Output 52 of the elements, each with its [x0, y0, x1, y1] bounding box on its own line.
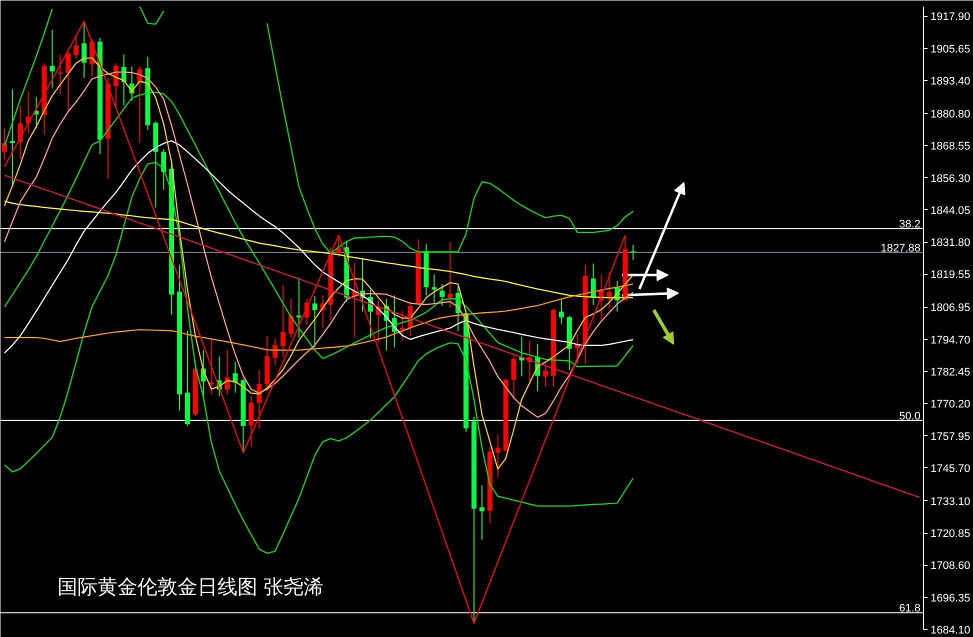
y-tick-label: 1905.65	[930, 43, 970, 56]
y-tick-label: 1720.85	[930, 528, 970, 540]
y-tick-label: 1831.80	[930, 237, 970, 250]
y-tick-label: 1708.60	[930, 560, 970, 572]
y-tick-label: 1745.70	[930, 462, 970, 475]
y-tick-label: 1782.45	[930, 366, 970, 379]
y-tick-label: 1819.55	[930, 269, 970, 282]
y-tick-label: 1893.40	[930, 75, 970, 88]
y-tick-label: 1806.95	[930, 302, 970, 314]
candlestick	[630, 244, 636, 260]
candlestick	[495, 434, 500, 478]
candlestick	[280, 284, 286, 358]
candlestick	[543, 363, 548, 387]
candlestick	[66, 50, 71, 111]
candlestick	[296, 276, 302, 338]
candlestick	[400, 310, 405, 342]
y-tick-label: 1684.10	[930, 624, 970, 636]
y-tick-label: 1856.30	[930, 172, 970, 185]
candlestick	[248, 396, 254, 447]
candlestick	[440, 284, 445, 306]
candlestick	[312, 296, 318, 348]
candlestick	[10, 88, 15, 188]
y-tick-label: 1733.10	[930, 496, 970, 508]
candlestick	[74, 34, 79, 59]
y-tick-label: 1696.35	[930, 592, 970, 604]
candlestick	[574, 334, 580, 364]
y-tick-label: 1770.20	[930, 398, 970, 411]
y-tick-label: 1757.95	[930, 430, 970, 443]
candlestick	[511, 353, 516, 400]
y-tick-label: 1880.80	[930, 108, 970, 121]
y-tick-label: 1868.55	[930, 140, 970, 153]
candlestick	[161, 148, 166, 190]
y-tick-label: 1794.70	[930, 334, 970, 346]
candlestick	[2, 128, 7, 160]
candlestick	[34, 96, 39, 129]
ref-line-label: 1827.88	[880, 242, 921, 254]
candlestick	[558, 298, 564, 324]
line-series	[4, 174, 920, 498]
candlestick	[50, 29, 55, 88]
candlestick	[288, 298, 294, 338]
text: 国际黄金伦敦金日线图 张尧浠	[57, 574, 324, 598]
candlestick	[479, 484, 484, 540]
candlestick	[432, 274, 437, 304]
annotation: 50.0	[899, 410, 921, 422]
y-tick-label: 1844.05	[930, 204, 970, 217]
candlestick	[448, 241, 453, 308]
y-tick-label: 1917.90	[930, 11, 970, 24]
candlestick	[82, 20, 87, 78]
annotation: 38.2	[899, 218, 921, 231]
candlestick	[336, 234, 342, 257]
annotation: 61.8	[899, 602, 921, 615]
candlestick	[272, 338, 278, 366]
